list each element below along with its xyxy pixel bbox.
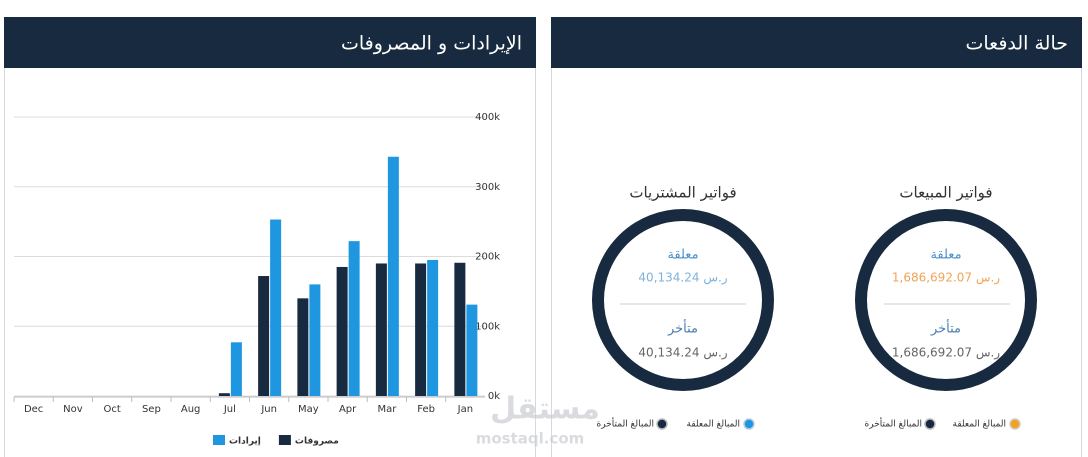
- legend-label: المبالغ المعلقة: [953, 420, 1006, 430]
- legend-dot: [656, 418, 668, 430]
- status-ring: [592, 209, 774, 391]
- panel-header: [4, 17, 536, 68]
- bar: [230, 342, 242, 396]
- y-tick-label: 300k: [475, 182, 500, 193]
- watermark-name: مستقل: [490, 392, 600, 427]
- x-tick-label: Sep: [142, 404, 161, 415]
- x-tick-label: Jan: [457, 404, 473, 415]
- pending-label: معلقة: [930, 248, 961, 263]
- x-tick-label: Apr: [339, 404, 357, 415]
- card-title: فواتير المبيعات: [899, 184, 992, 202]
- pending-amount: ر.س 40,134.24: [638, 271, 727, 286]
- x-tick-label: Mar: [377, 404, 397, 415]
- bar: [454, 262, 466, 396]
- bar: [466, 304, 478, 396]
- x-tick-label: Jun: [260, 404, 277, 415]
- status-ring: [855, 209, 1037, 391]
- y-tick-label: 0k: [488, 391, 500, 402]
- x-tick-label: Dec: [24, 404, 43, 415]
- bar: [218, 393, 230, 396]
- pending-amount: ر.س 1,686,692.07: [892, 271, 1000, 286]
- legend-swatch: [278, 435, 291, 445]
- watermark-url: mostaql.com: [476, 430, 585, 448]
- y-tick-label: 200k: [475, 252, 500, 263]
- x-tick-label: Aug: [181, 404, 201, 415]
- legend-label: إيرادات: [229, 437, 261, 447]
- bar: [336, 266, 348, 396]
- y-tick-label: 100k: [475, 321, 500, 332]
- legend-swatch: [213, 435, 225, 445]
- panel: [551, 17, 1082, 457]
- legend-dot: [924, 418, 936, 430]
- late-amount: ر.س 40,134.24: [638, 346, 727, 361]
- legend-label: مصروفات: [295, 437, 339, 447]
- panel-title: الإيرادات و المصروفات: [341, 33, 522, 55]
- y-tick-label: 400k: [475, 112, 500, 123]
- legend-dot: [1009, 418, 1021, 430]
- late-label: متأخر: [667, 319, 698, 337]
- bar: [297, 298, 309, 396]
- bar: [348, 241, 360, 396]
- x-tick-label: Jul: [223, 404, 236, 415]
- bar: [387, 156, 399, 396]
- late-label: متأخر: [930, 319, 961, 337]
- x-tick-label: Feb: [417, 404, 435, 415]
- bar-chart: 0k 100k 200k 300k 400k Jan Feb Mar Apr May Jun Jul A…: [13, 112, 500, 447]
- late-amount: ر.س 1,686,692.07: [892, 346, 1000, 361]
- panel-title: حالة الدفعات: [965, 33, 1068, 55]
- x-tick-label: Nov: [63, 404, 83, 415]
- bar: [415, 263, 427, 396]
- bar: [427, 259, 439, 396]
- panel-header: [551, 17, 1082, 68]
- legend-label: المبالغ المتأخرة: [597, 417, 654, 430]
- card-title: فواتير المشتريات: [629, 184, 736, 202]
- legend-label: المبالغ المتأخرة: [865, 417, 922, 430]
- legend-label: المبالغ المعلقة: [687, 420, 740, 430]
- pending-label: معلقة: [667, 248, 698, 263]
- bar: [270, 219, 282, 396]
- x-tick-label: Oct: [103, 404, 120, 415]
- bar: [375, 263, 387, 396]
- legend-dot: [743, 418, 755, 430]
- bar: [258, 276, 270, 396]
- x-tick-label: May: [298, 404, 319, 415]
- panel: [4, 17, 536, 457]
- bar: [309, 284, 321, 396]
